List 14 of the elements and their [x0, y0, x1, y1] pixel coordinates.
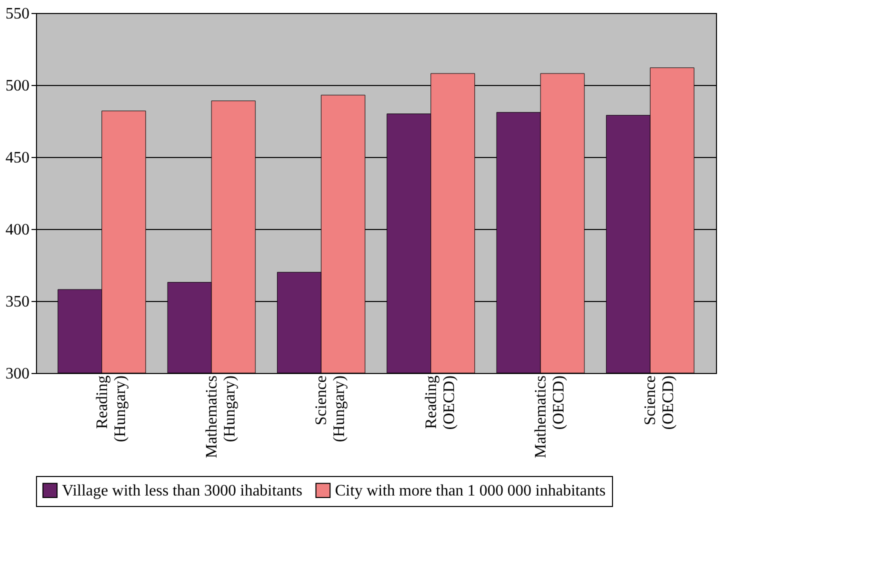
y-tick-label: 400 — [6, 222, 30, 238]
x-tick-label: Science (OECD) — [642, 376, 678, 430]
x-tick-label: Mathematics (OECD) — [532, 376, 568, 458]
y-tick-label: 450 — [6, 150, 30, 166]
y-tick-label: 500 — [6, 78, 30, 94]
x-tick-label: Reading (OECD) — [422, 376, 458, 430]
y-tick-label: 550 — [6, 6, 30, 22]
legend-label: Village with less than 3000 ihabitants — [62, 482, 302, 500]
legend-label: City with more than 1 000 000 inhabitants — [335, 482, 606, 500]
y-tick-label: 350 — [6, 294, 30, 310]
y-tick-label: 300 — [6, 366, 30, 382]
x-tick-label: Reading (Hungary) — [94, 376, 129, 442]
x-tick-label: Mathematics (Hungary) — [203, 376, 238, 458]
x-tick-label: Science (Hungary) — [313, 376, 348, 442]
